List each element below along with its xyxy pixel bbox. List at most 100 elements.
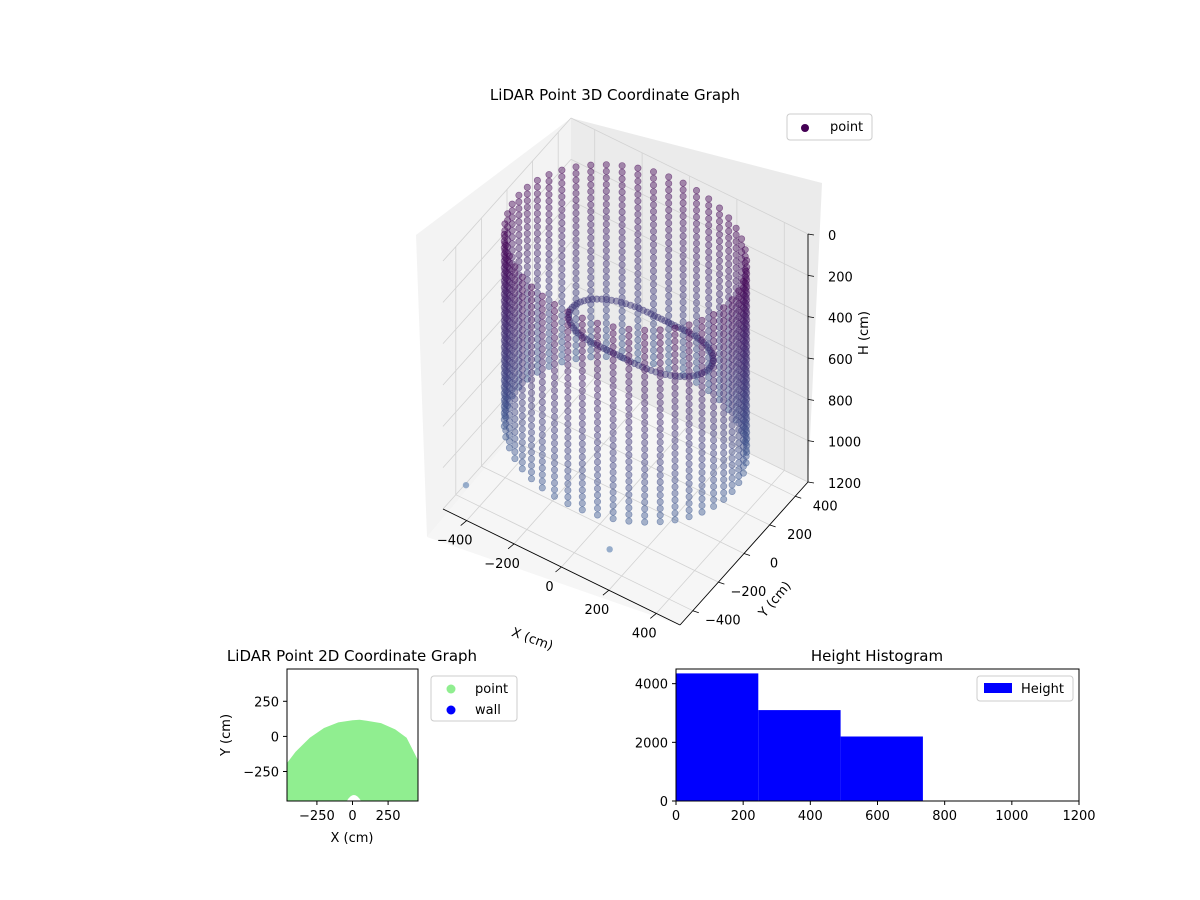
data-point-3d [715, 224, 723, 232]
data-point-3d [649, 227, 657, 235]
data-point-3d [511, 283, 519, 291]
data-point-3d [518, 465, 526, 473]
data-point-3d [609, 415, 617, 423]
data-point-3d [587, 353, 595, 361]
data-point-3d [618, 267, 626, 275]
chart-3d-title: LiDAR Point 3D Coordinate Graph [490, 86, 740, 104]
data-point-3d [527, 442, 535, 450]
data-point-3d [728, 408, 736, 416]
data-point-3d [550, 300, 558, 308]
data-point-3d [545, 177, 553, 185]
data-point-3d [671, 503, 679, 511]
data-point-3d [523, 250, 531, 258]
data-point-3d [665, 193, 673, 201]
data-point-3d [587, 201, 595, 209]
data-point-3d [679, 338, 687, 346]
data-point-3d [523, 256, 531, 264]
data-point-3d [715, 257, 723, 265]
data-point-3d [715, 263, 723, 271]
data-point-3d [656, 372, 664, 380]
data-point-3d [728, 481, 736, 489]
data-point-3d [671, 331, 679, 339]
z-tick-label-3d: 600 [828, 353, 853, 368]
data-point-3d [572, 262, 580, 270]
data-point-3d [538, 418, 546, 426]
data-point-3d [715, 217, 723, 225]
data-point-3d [500, 231, 508, 239]
data-point-3d [550, 367, 558, 375]
data-point-3d [618, 162, 626, 170]
data-point-3d [654, 313, 662, 321]
data-point-3d [720, 337, 728, 345]
data-point-3d [728, 296, 736, 304]
data-point-3d [564, 367, 572, 375]
data-point-3d [593, 385, 601, 393]
data-point-3d [618, 320, 626, 328]
data-point-3d [705, 261, 713, 269]
data-point-3d [602, 181, 610, 189]
data-point-3d [511, 263, 519, 271]
y-tick-label-3d: 200 [787, 528, 812, 543]
data-point-3d [698, 356, 706, 364]
data-point-3d [572, 209, 580, 217]
data-point-3d [641, 478, 649, 486]
data-point-3d [710, 357, 718, 365]
data-point-3d [685, 387, 693, 395]
data-point-3d [616, 352, 624, 360]
data-point-3d [550, 380, 558, 388]
data-point-3d [728, 395, 736, 403]
data-point-3d [679, 265, 687, 273]
data-point-3d [656, 478, 664, 486]
data-point-3d [564, 321, 572, 329]
data-point-3d [679, 179, 687, 187]
data-point-3d [705, 202, 713, 210]
data-point-3d [692, 226, 700, 234]
data-point-3d [602, 227, 610, 235]
data-point-3d [692, 306, 700, 314]
data-point-3d [593, 484, 601, 492]
data-point-3d [602, 233, 610, 241]
data-point-3d [602, 260, 610, 268]
data-point-3d [728, 309, 736, 317]
data-point-3d [698, 495, 706, 503]
data-point-3d [705, 215, 713, 223]
data-point-3d [511, 375, 519, 383]
data-point-3d [705, 387, 713, 395]
data-point-3d [715, 270, 723, 278]
z-tick-mark-3d [807, 316, 815, 319]
data-point-3d [593, 319, 601, 327]
data-point-3d [649, 267, 657, 275]
data-point-3d [578, 493, 586, 501]
data-point-3d [728, 382, 736, 390]
data-point-3d [515, 231, 523, 239]
data-point-3d [523, 223, 531, 231]
data-point-3d [641, 518, 649, 526]
data-point-3d [527, 389, 535, 397]
data-point-3d [593, 412, 601, 420]
data-point-3d [538, 444, 546, 452]
data-point-3d [545, 191, 553, 199]
data-point-3d [572, 216, 580, 224]
data-point-3d [511, 415, 519, 423]
data-point-3d [593, 465, 601, 473]
data-point-3d [679, 212, 687, 220]
data-point-3d [590, 339, 598, 347]
data-point-3d [515, 244, 523, 252]
data-point-3d [527, 455, 535, 463]
data-point-3d [602, 313, 610, 321]
data-point-3d [538, 391, 546, 399]
pane-floor [427, 366, 808, 625]
data-point-3d [550, 466, 558, 474]
data-point-3d [698, 323, 706, 331]
data-point-3d [705, 281, 713, 289]
data-point-3d [538, 292, 546, 300]
data-point-3d [518, 359, 526, 367]
x-tick-label-hist: 400 [798, 809, 823, 824]
data-point-3d [685, 499, 693, 507]
data-point-3d [618, 254, 626, 262]
chart-2d-title: LiDAR Point 2D Coordinate Graph [227, 647, 477, 665]
data-point-3d [533, 249, 541, 257]
data-point-3d [692, 220, 700, 228]
data-point-3d [572, 163, 580, 171]
data-point-3d [735, 379, 743, 387]
